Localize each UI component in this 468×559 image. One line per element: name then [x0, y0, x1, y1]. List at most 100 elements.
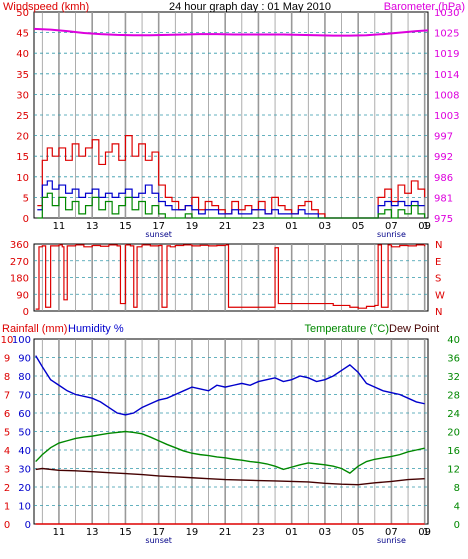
barometer-axis-title: Barometer (hPa): [384, 1, 465, 13]
temperature-y-tick: 28: [447, 391, 460, 402]
rainfall-y-tick: 8: [4, 372, 10, 383]
x-axis-tick: 07: [385, 221, 398, 232]
x-axis-tick: 11: [53, 221, 66, 232]
compass-y-tick: S: [435, 274, 441, 285]
barometer-line: [33, 27, 429, 37]
humidity-y-tick: 10: [18, 502, 31, 513]
x-axis-tick: 05: [352, 527, 365, 538]
dew-point-axis-title: Dew Point: [389, 323, 439, 335]
x-axis-tick: 09: [418, 221, 431, 232]
humidity-y-tick: 90: [18, 354, 31, 365]
wind-y-tick: 35: [16, 70, 29, 81]
temperature-y-tick: 36: [447, 354, 460, 365]
sunset-label: sunset: [145, 536, 172, 545]
temperature-y-tick: 24: [447, 409, 460, 420]
humidity-y-tick: 20: [18, 483, 31, 494]
barometer-y-tick: 992: [434, 152, 453, 163]
humidity-y-tick: 60: [18, 409, 31, 420]
temperature-y-tick: 12: [447, 465, 460, 476]
sunrise-label: sunrise: [377, 230, 406, 239]
rainfall-y-tick: 2: [4, 483, 10, 494]
sunset-label: sunset: [145, 230, 172, 239]
wind-axis-title: Windspeed (kmh): [3, 1, 89, 13]
x-axis-tick: 17: [152, 527, 165, 538]
wind-y-tick: 20: [16, 132, 29, 143]
temperature-line: [35, 430, 425, 474]
x-axis-tick: 1: [423, 527, 429, 538]
temperature-y-tick: 20: [447, 428, 460, 439]
temperature-y-tick: 40: [447, 335, 460, 346]
direction-y-tick: 270: [10, 257, 29, 268]
barometer-y-tick: 1030: [434, 8, 459, 19]
barometer-y-tick: 1019: [434, 49, 459, 60]
rainfall-y-tick: 5: [4, 428, 10, 439]
rainfall-y-tick: 9: [4, 354, 10, 365]
barometer-y-tick: 986: [434, 173, 453, 184]
x-axis-tick: 15: [119, 221, 132, 232]
humidity-y-tick: 80: [18, 372, 31, 383]
humidity-y-tick: 70: [18, 391, 31, 402]
humidity-y-tick: 30: [18, 465, 31, 476]
direction-y-tick: 90: [16, 290, 29, 301]
x-axis-tick: 07: [385, 527, 398, 538]
wind-y-tick: 45: [16, 29, 29, 40]
humidity-y-tick: 100: [12, 335, 31, 346]
x-axis-tick: 15: [119, 527, 132, 538]
x-axis-tick: 09: [418, 527, 431, 538]
direction-y-tick: 360: [10, 240, 29, 251]
x-axis-tick: 01: [285, 221, 298, 232]
direction-y-tick: 180: [10, 274, 29, 285]
compass-y-tick: N: [435, 240, 442, 251]
wind-y-tick: 50: [16, 8, 29, 19]
rainfall-y-tick: 1: [4, 502, 10, 513]
x-axis-tick: 23: [252, 527, 265, 538]
x-axis-tick: 13: [86, 221, 99, 232]
x-axis-tick: 13: [86, 527, 99, 538]
temperature-y-tick: 0: [454, 520, 460, 531]
rainfall-y-tick: 10: [1, 335, 14, 346]
x-axis-tick: 21: [219, 221, 232, 232]
sunrise-label: sunrise: [377, 536, 406, 545]
wind-direction-line: [35, 244, 426, 310]
wind-y-tick: 5: [23, 193, 29, 204]
rainfall-y-tick: 3: [4, 465, 10, 476]
temperature-y-tick: 16: [447, 446, 460, 457]
x-axis-tick: 19: [186, 221, 199, 232]
x-axis-tick: 03: [319, 221, 332, 232]
direction-y-tick: 0: [23, 307, 29, 318]
x-axis-tick: 1: [423, 221, 429, 232]
barometer-y-tick: 1025: [434, 29, 459, 40]
compass-y-tick: N: [435, 307, 442, 318]
compass-y-tick: E: [435, 257, 441, 268]
wind-y-tick: 30: [16, 90, 29, 101]
x-axis-tick: 21: [219, 527, 232, 538]
wind-low-line: [37, 192, 426, 219]
x-axis-tick: 19: [186, 527, 199, 538]
humidity-y-tick: 40: [18, 446, 31, 457]
temperature-y-tick: 32: [447, 372, 460, 383]
barometer-y-tick: 1008: [434, 90, 459, 101]
rainfall-y-tick: 6: [4, 409, 10, 420]
panel-frame: [33, 338, 429, 525]
temperature-y-tick: 4: [454, 502, 460, 513]
panel-frame: [33, 11, 429, 219]
wind-y-tick: 0: [23, 214, 29, 225]
barometer-y-tick: 1003: [434, 111, 459, 122]
barometer-y-tick: 981: [434, 193, 453, 204]
wind-y-tick: 40: [16, 49, 29, 60]
rainfall-axis-title: Rainfall (mm): [2, 323, 67, 335]
wind-y-tick: 10: [16, 173, 29, 184]
graph-title: 24 hour graph day : 01 May 2010: [169, 1, 331, 13]
barometer-y-tick: 1014: [434, 70, 459, 81]
x-axis-tick: 23: [252, 221, 265, 232]
x-axis-tick: 05: [352, 221, 365, 232]
rainfall-y-tick: 0: [4, 520, 10, 531]
panel-frame: [33, 243, 429, 312]
barometer-y-tick: 975: [434, 214, 453, 225]
humidity-axis-title: Humidity %: [68, 323, 124, 335]
rainfall-y-tick: 4: [4, 446, 10, 457]
rainfall-y-tick: 7: [4, 391, 10, 402]
x-axis-tick: 17: [152, 221, 165, 232]
